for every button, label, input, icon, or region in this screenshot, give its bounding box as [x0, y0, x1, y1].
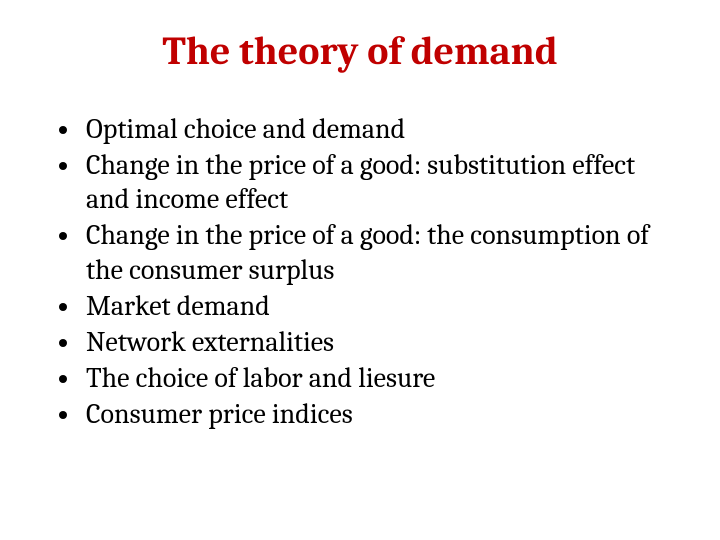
slide: The theory of demand Optimal choice and … [0, 0, 720, 540]
list-item: Optimal choice and demand [82, 112, 672, 146]
slide-title: The theory of demand [48, 28, 672, 74]
bullet-list: Optimal choice and demand Change in the … [48, 112, 672, 431]
list-item: Change in the price of a good: substitut… [82, 148, 672, 216]
list-item: Change in the price of a good: the consu… [82, 218, 672, 286]
list-item: The choice of labor and liesure [82, 361, 672, 395]
list-item: Consumer price indices [82, 397, 672, 431]
list-item: Market demand [82, 289, 672, 323]
list-item: Network externalities [82, 325, 672, 359]
